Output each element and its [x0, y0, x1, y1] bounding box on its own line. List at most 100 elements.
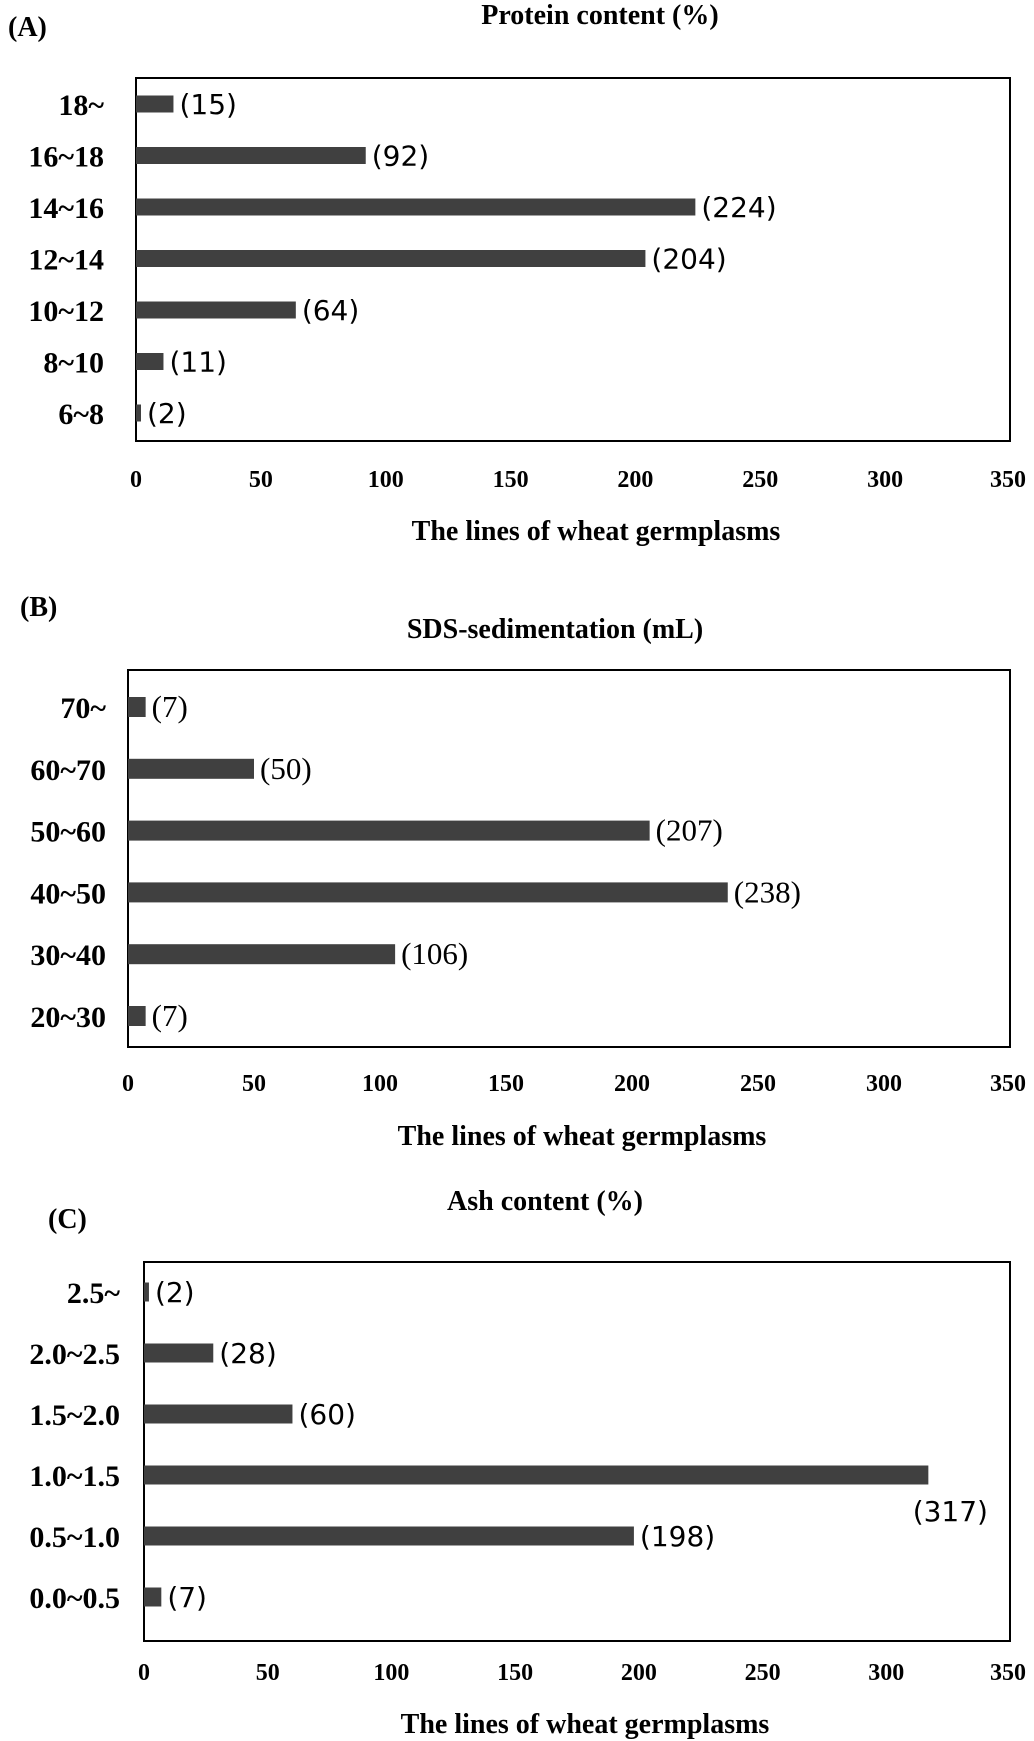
y-tick-label: 2.5~	[67, 1277, 121, 1310]
x-tick-label: 350	[990, 1071, 1026, 1097]
plot-frame-b	[127, 669, 1011, 1048]
data-label: (7)	[152, 689, 188, 724]
data-label: (64)	[302, 294, 359, 327]
bar	[144, 1404, 293, 1424]
bar	[128, 944, 396, 965]
x-tick-label: 200	[621, 1660, 657, 1686]
data-label: (50)	[260, 751, 312, 786]
chart-title-b: SDS-sedimentation (mL)	[407, 614, 703, 645]
x-tick-label: 100	[373, 1660, 409, 1686]
x-axis-ticks-a: 0 50 100 150 200 250 300 350	[130, 467, 1026, 493]
data-label: (238)	[734, 874, 801, 909]
y-tick-label: 1.5~2.0	[29, 1399, 120, 1432]
x-tick-label: 100	[362, 1071, 398, 1097]
x-tick-label: 200	[617, 467, 653, 493]
bar	[136, 95, 174, 113]
bar	[136, 404, 141, 422]
x-tick-label: 50	[256, 1660, 280, 1686]
x-tick-label: 300	[867, 467, 903, 493]
data-label: (317)	[913, 1495, 988, 1528]
y-axis-labels-b: 70~ 60~70 50~60 40~50 30~40 20~30	[30, 692, 106, 1034]
y-tick-label: 0.5~1.0	[29, 1521, 120, 1554]
x-tick-label: 250	[745, 1660, 781, 1686]
y-tick-label: 40~50	[30, 877, 106, 910]
x-tick-label: 100	[368, 467, 404, 493]
x-tick-label: 150	[493, 467, 529, 493]
bar	[136, 250, 646, 267]
y-axis-labels-a: 18~ 16~18 14~16 12~14 10~12 8~10 6~8	[28, 89, 104, 431]
bar	[144, 1526, 634, 1546]
bar	[136, 198, 696, 216]
x-tick-label: 50	[249, 467, 273, 493]
data-label: (106)	[401, 936, 468, 971]
x-axis-title-b: The lines of wheat germplasms	[398, 1121, 767, 1152]
data-label: (92)	[372, 140, 429, 173]
data-labels-a: (15) (92) (224) (204) (64) (11) (2)	[147, 88, 777, 430]
y-tick-label: 1.0~1.5	[29, 1460, 120, 1493]
y-tick-label: 12~14	[28, 244, 104, 277]
data-label: (28)	[219, 1337, 276, 1370]
panel-label-c: (C)	[48, 1204, 87, 1235]
x-axis-title-c: The lines of wheat germplasms	[401, 1709, 770, 1740]
panel-a: (A) Protein content (%) 18~ 16~18 14~16 12~…	[8, 0, 1026, 547]
y-tick-label: 30~40	[30, 939, 106, 972]
panel-b: (B) SDS-sedimentation (mL) 70~ 60~70 50~60…	[20, 592, 1026, 1152]
data-label: (207)	[656, 813, 723, 848]
plot-frame-c	[143, 1261, 1011, 1642]
x-tick-label: 350	[990, 1660, 1026, 1686]
bar	[128, 882, 728, 903]
y-tick-label: 18~	[58, 89, 104, 122]
bar	[136, 147, 366, 164]
data-label: (15)	[179, 88, 236, 121]
x-axis-ticks-b: 0 50 100 150 200 250 300 350	[122, 1071, 1026, 1097]
bar	[144, 1465, 929, 1485]
x-tick-label: 250	[740, 1071, 776, 1097]
y-tick-label: 50~60	[30, 816, 106, 849]
bar	[144, 1282, 149, 1302]
bar	[128, 697, 146, 717]
y-tick-label: 6~8	[58, 398, 104, 431]
data-label: (204)	[651, 243, 726, 276]
data-label: (7)	[167, 1581, 207, 1614]
y-tick-label: 8~10	[43, 347, 104, 380]
y-tick-label: 60~70	[30, 754, 106, 787]
data-labels-c: (2) (28) (60) (317) (198) (7)	[155, 1276, 988, 1614]
chart-title-c: Ash content (%)	[447, 1186, 643, 1217]
bar	[128, 820, 650, 841]
y-tick-label: 20~30	[30, 1001, 106, 1034]
x-tick-label: 50	[242, 1071, 266, 1097]
data-label: (11)	[169, 346, 226, 379]
bar	[144, 1587, 162, 1607]
y-tick-label: 70~	[60, 692, 106, 725]
y-tick-label: 16~18	[28, 141, 104, 174]
y-tick-label: 14~16	[28, 192, 104, 225]
x-tick-label: 300	[868, 1660, 904, 1686]
bar	[144, 1343, 214, 1363]
x-axis-ticks-c: 0 50 100 150 200 250 300 350	[138, 1660, 1026, 1686]
bar	[128, 1006, 146, 1026]
y-tick-label: 2.0~2.5	[29, 1338, 120, 1371]
x-tick-label: 300	[866, 1071, 902, 1097]
data-labels-b: (7) (50) (207) (238) (106) (7)	[152, 689, 801, 1033]
data-label: (60)	[298, 1398, 355, 1431]
bar	[136, 353, 164, 370]
y-axis-labels-c: 2.5~ 2.0~2.5 1.5~2.0 1.0~1.5 0.5~1.0 0.0~0.5	[29, 1277, 120, 1615]
x-tick-label: 350	[990, 467, 1026, 493]
x-tick-label: 0	[130, 467, 142, 493]
panel-label-a: (A)	[8, 12, 47, 43]
bars-b	[128, 697, 728, 1026]
x-tick-label: 0	[122, 1071, 134, 1097]
x-axis-title-a: The lines of wheat germplasms	[412, 516, 781, 547]
data-label: (224)	[701, 191, 776, 224]
x-tick-label: 250	[742, 467, 778, 493]
bar	[136, 301, 296, 319]
data-label: (2)	[147, 397, 187, 430]
y-tick-label: 10~12	[28, 295, 104, 328]
x-tick-label: 200	[614, 1071, 650, 1097]
x-tick-label: 150	[488, 1071, 524, 1097]
x-tick-label: 0	[138, 1660, 150, 1686]
bars-a	[136, 95, 696, 422]
data-label: (198)	[640, 1520, 715, 1553]
data-label: (7)	[152, 998, 188, 1033]
